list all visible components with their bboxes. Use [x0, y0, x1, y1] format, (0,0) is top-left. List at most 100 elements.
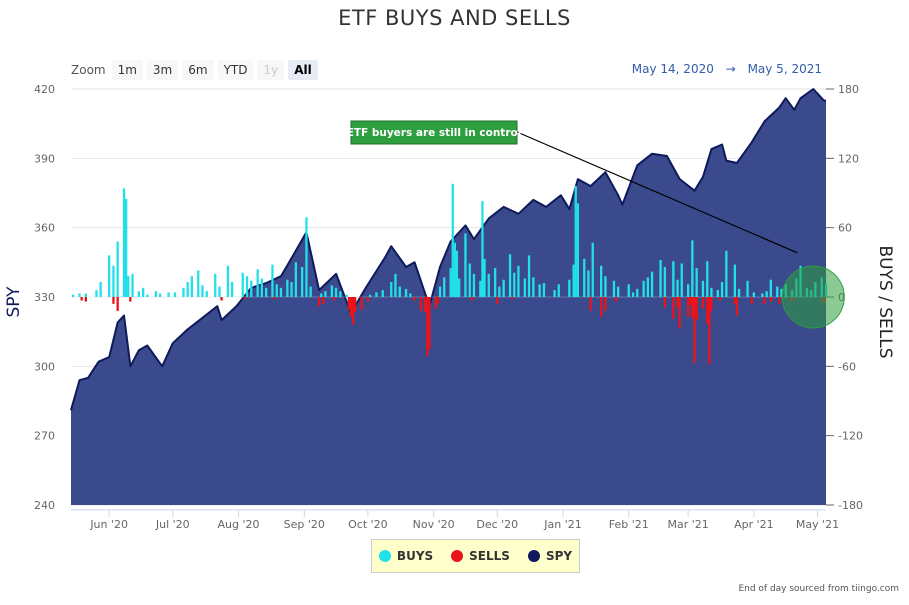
- buy-bar: [154, 291, 157, 297]
- sell-bar: [604, 297, 607, 311]
- sell-bar: [332, 297, 336, 301]
- sell-bar: [347, 297, 350, 310]
- sell-bar: [695, 297, 698, 321]
- buy-bar: [275, 284, 278, 297]
- buy-bar: [197, 270, 200, 297]
- date-range-from[interactable]: May 14, 2020: [631, 62, 714, 76]
- buy-bar: [394, 273, 397, 297]
- buy-bar: [167, 292, 170, 297]
- legend-item-sells[interactable]: SELLS: [451, 549, 510, 563]
- buy-bar: [733, 264, 736, 297]
- buy-bar: [146, 294, 149, 297]
- buy-bar: [587, 270, 590, 297]
- y-left-tick-label: 420: [34, 83, 55, 96]
- buy-bar: [737, 288, 741, 297]
- buy-bar: [122, 188, 126, 297]
- sell-bar: [589, 297, 592, 311]
- y-right-tick-label: 60: [838, 222, 852, 235]
- buy-bar: [173, 292, 177, 297]
- y-left-tick-label: 300: [34, 360, 55, 373]
- buy-bar: [502, 279, 505, 297]
- y-right-tick-label: -120: [838, 430, 863, 443]
- sell-bar: [349, 297, 353, 317]
- x-tick-label: Feb '21: [609, 518, 649, 531]
- buy-bar: [498, 286, 501, 297]
- buy-bar: [290, 282, 293, 297]
- legend-item-buys[interactable]: BUYS: [378, 549, 433, 563]
- sell-bar: [689, 297, 692, 306]
- sell-bar: [750, 297, 753, 304]
- buy-bar: [659, 260, 662, 297]
- buy-bar: [218, 286, 221, 297]
- sell-bar: [112, 297, 115, 304]
- buy-bar: [631, 292, 635, 297]
- spy-line: [70, 88, 826, 411]
- legend-marker-sells: [451, 550, 464, 562]
- buy-bar: [186, 282, 189, 297]
- y-left-tick-label: 390: [34, 152, 55, 165]
- buy-bar: [695, 268, 698, 297]
- buy-bar: [591, 242, 594, 297]
- date-range-to[interactable]: May 5, 2021: [747, 62, 822, 76]
- sell-bar: [735, 297, 739, 316]
- buy-bar: [487, 273, 490, 297]
- buy-bar: [78, 293, 81, 297]
- buy-bar: [481, 201, 484, 297]
- sell-bar: [80, 297, 83, 301]
- buy-bar: [542, 283, 546, 297]
- sell-bar: [678, 297, 681, 329]
- buy-bar: [538, 284, 541, 297]
- sell-bar: [273, 297, 276, 300]
- buy-bar: [706, 261, 709, 297]
- buy-bar: [182, 287, 185, 297]
- sell-bar: [708, 297, 711, 364]
- buy-bar: [710, 287, 713, 297]
- y-left-tick-label: 240: [34, 499, 55, 512]
- sell-bar: [220, 297, 223, 301]
- legend-marker-buys: [378, 550, 391, 562]
- sell-bar: [84, 297, 87, 302]
- buy-bar: [557, 284, 560, 297]
- zoom-all-button[interactable]: All: [288, 60, 318, 80]
- sell-bar: [778, 297, 781, 304]
- zoom-ytd-button[interactable]: YTD: [217, 60, 254, 80]
- sell-bar: [693, 297, 696, 363]
- sell-bar: [419, 297, 423, 311]
- x-tick-label: Sep '20: [284, 518, 325, 531]
- x-tick-label: May '21: [796, 518, 839, 531]
- buy-bar: [725, 250, 728, 297]
- buy-bar: [116, 241, 119, 297]
- sell-bar: [496, 297, 499, 304]
- x-tick-label: Aug '20: [218, 518, 260, 531]
- zoom-1m-button[interactable]: 1m: [111, 60, 143, 80]
- buy-bar: [776, 286, 779, 297]
- buy-bar: [95, 290, 98, 297]
- buy-bar: [324, 291, 327, 297]
- sell-bar: [672, 297, 675, 319]
- buy-bar: [305, 217, 308, 297]
- buy-bar: [746, 280, 749, 297]
- buy-bar: [99, 282, 102, 297]
- buy-bar: [604, 276, 607, 297]
- buy-bar: [532, 277, 535, 297]
- buy-bar: [523, 278, 526, 297]
- sell-bar: [733, 297, 736, 304]
- sell-bar: [360, 297, 363, 310]
- range-selector: Zoom 1m 3m 6m YTD 1y All: [71, 60, 322, 80]
- buy-bar: [642, 280, 645, 297]
- buy-bar: [453, 242, 456, 297]
- spy-series: [70, 88, 826, 505]
- buy-bar: [691, 240, 694, 297]
- buy-bar: [125, 198, 128, 297]
- zoom-3m-button[interactable]: 3m: [146, 60, 179, 80]
- x-tick-label: Jun '20: [89, 518, 128, 531]
- buy-bar: [72, 294, 75, 297]
- sell-bar: [426, 297, 429, 356]
- zoom-6m-button[interactable]: 6m: [182, 60, 214, 80]
- sell-bar: [436, 297, 439, 304]
- sell-bar: [614, 297, 618, 302]
- sell-bar: [701, 297, 705, 309]
- buy-bar: [201, 285, 204, 297]
- buy-bar: [438, 286, 442, 297]
- legend-item-spy[interactable]: SPY: [527, 549, 572, 563]
